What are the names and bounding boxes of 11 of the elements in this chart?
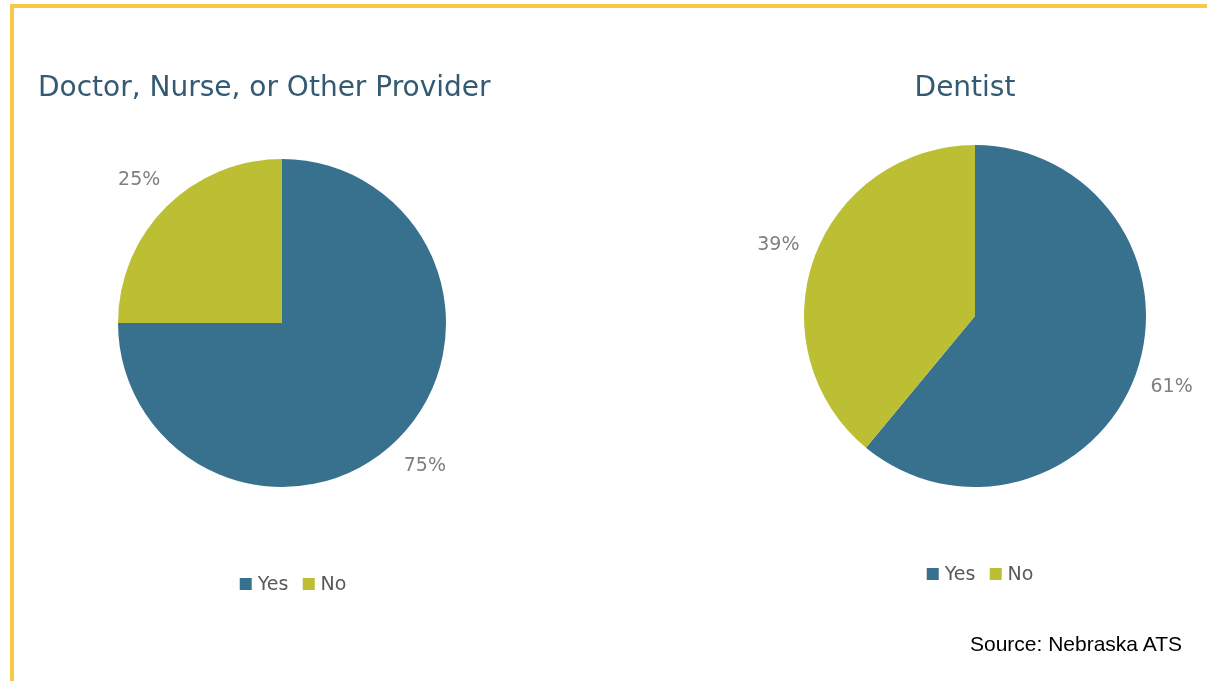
chart-title: Dentist (914, 70, 1016, 103)
source-note: Source: Nebraska ATS (969, 632, 1182, 656)
data-label: 61% (1150, 373, 1193, 396)
legend-label: Yes (944, 562, 976, 584)
chart-title: Doctor, Nurse, or Other Provider (38, 70, 491, 103)
legend-label: No (320, 572, 347, 594)
data-label: 25% (118, 167, 161, 190)
data-label: 75% (403, 452, 446, 475)
legend-label: Yes (257, 572, 289, 594)
data-label: 39% (757, 232, 800, 255)
legend-label: No (1007, 562, 1034, 584)
